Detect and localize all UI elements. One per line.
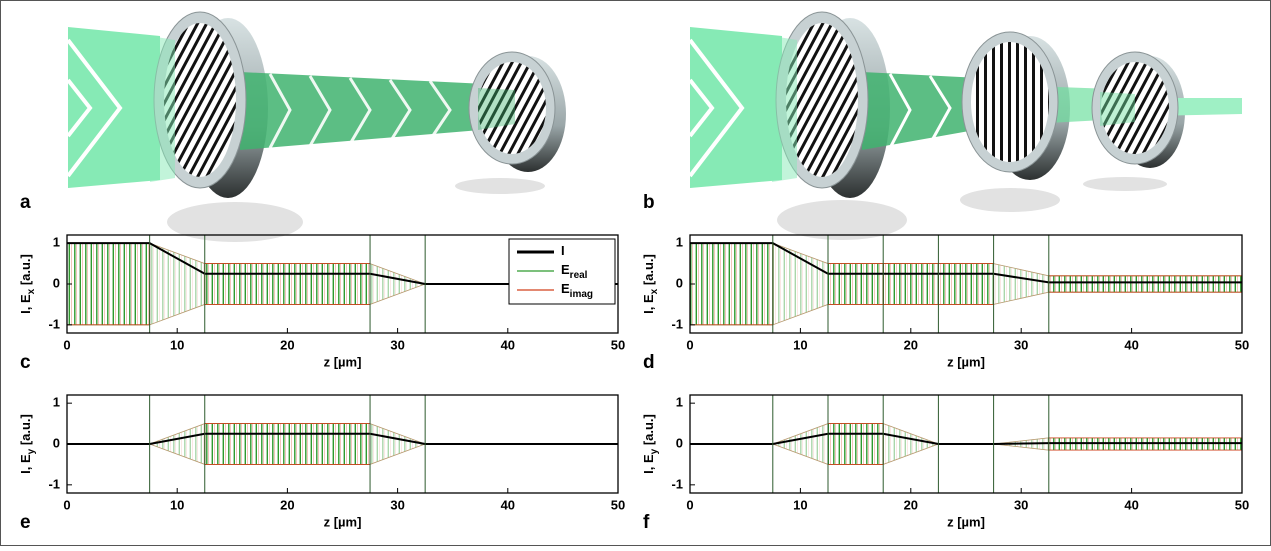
y-tick-label: 0	[676, 275, 683, 290]
y-tick-label: 0	[53, 435, 60, 450]
panel-label: c	[20, 352, 31, 373]
y-tick-label: -1	[671, 316, 683, 331]
y-axis-label-unit: [a.u.]	[641, 414, 656, 449]
legend-name: I	[561, 243, 565, 258]
field-band	[1049, 276, 1242, 292]
y-tick-label: -1	[48, 316, 60, 331]
x-tick-label: 0	[686, 337, 693, 352]
y-tick-label: 1	[676, 395, 683, 410]
x-tick-label: 50	[611, 497, 625, 512]
x-tick-label: 30	[1014, 337, 1028, 352]
field-band	[67, 243, 150, 325]
field-band	[828, 424, 883, 465]
legend-name: E	[561, 262, 570, 277]
y-tick-label: 1	[53, 235, 60, 250]
x-tick-label: 50	[1235, 497, 1249, 512]
legend-label: I	[561, 243, 565, 258]
x-axis-label: z [µm]	[947, 354, 985, 369]
legend-subscript: real	[570, 270, 588, 281]
x-tick-label: 30	[390, 497, 404, 512]
panel-label: b	[643, 192, 655, 213]
y-axis-label-main: I, E	[641, 294, 656, 314]
y-tick-label: 1	[53, 395, 60, 410]
x-tick-label: 0	[686, 497, 693, 512]
x-axis-label: z [µm]	[324, 354, 362, 369]
x-tick-label: 10	[170, 337, 184, 352]
x-tick-label: 20	[280, 497, 294, 512]
field-band	[205, 424, 370, 465]
y-axis-label-unit: [a.u.]	[641, 254, 656, 289]
x-axis-label: z [µm]	[324, 514, 362, 529]
x-tick-label: 40	[501, 337, 515, 352]
x-tick-label: 20	[904, 497, 918, 512]
legend-subscript: imag	[570, 289, 593, 300]
y-axis-label-main: I, E	[641, 454, 656, 474]
y-axis-label-main: I, E	[18, 294, 33, 314]
field-band	[938, 264, 993, 305]
y-tick-label: 0	[53, 275, 60, 290]
y-axis-label-main: I, E	[18, 454, 33, 474]
field-band	[690, 243, 773, 325]
legend-name: E	[561, 281, 570, 296]
x-tick-label: 10	[793, 337, 807, 352]
x-tick-label: 10	[793, 497, 807, 512]
x-axis-label: z [µm]	[947, 514, 985, 529]
x-tick-label: 40	[1124, 497, 1138, 512]
x-tick-label: 30	[390, 337, 404, 352]
figure: a b 01020304050-101z [µm]I, Ex [a.u.]cIE…	[0, 0, 1271, 546]
x-tick-label: 40	[1124, 337, 1138, 352]
y-tick-label: -1	[671, 476, 683, 491]
x-tick-label: 20	[280, 337, 294, 352]
x-tick-label: 30	[1014, 497, 1028, 512]
x-tick-label: 0	[63, 337, 70, 352]
field-band	[828, 264, 883, 305]
y-tick-label: 0	[676, 435, 683, 450]
panel-label: f	[643, 512, 650, 533]
field-band	[883, 264, 938, 305]
x-tick-label: 20	[904, 337, 918, 352]
x-tick-label: 0	[63, 497, 70, 512]
x-tick-label: 10	[170, 497, 184, 512]
y-tick-label: 1	[676, 235, 683, 250]
x-tick-label: 50	[611, 337, 625, 352]
y-axis-label-unit: [a.u.]	[18, 254, 33, 289]
x-tick-label: 40	[501, 497, 515, 512]
panel-label: a	[20, 192, 31, 213]
panel-label: d	[643, 352, 655, 373]
field-band	[205, 264, 370, 305]
panel-label: e	[20, 512, 31, 533]
y-tick-label: -1	[48, 476, 60, 491]
x-tick-label: 50	[1235, 337, 1249, 352]
y-axis-label-unit: [a.u.]	[18, 414, 33, 449]
